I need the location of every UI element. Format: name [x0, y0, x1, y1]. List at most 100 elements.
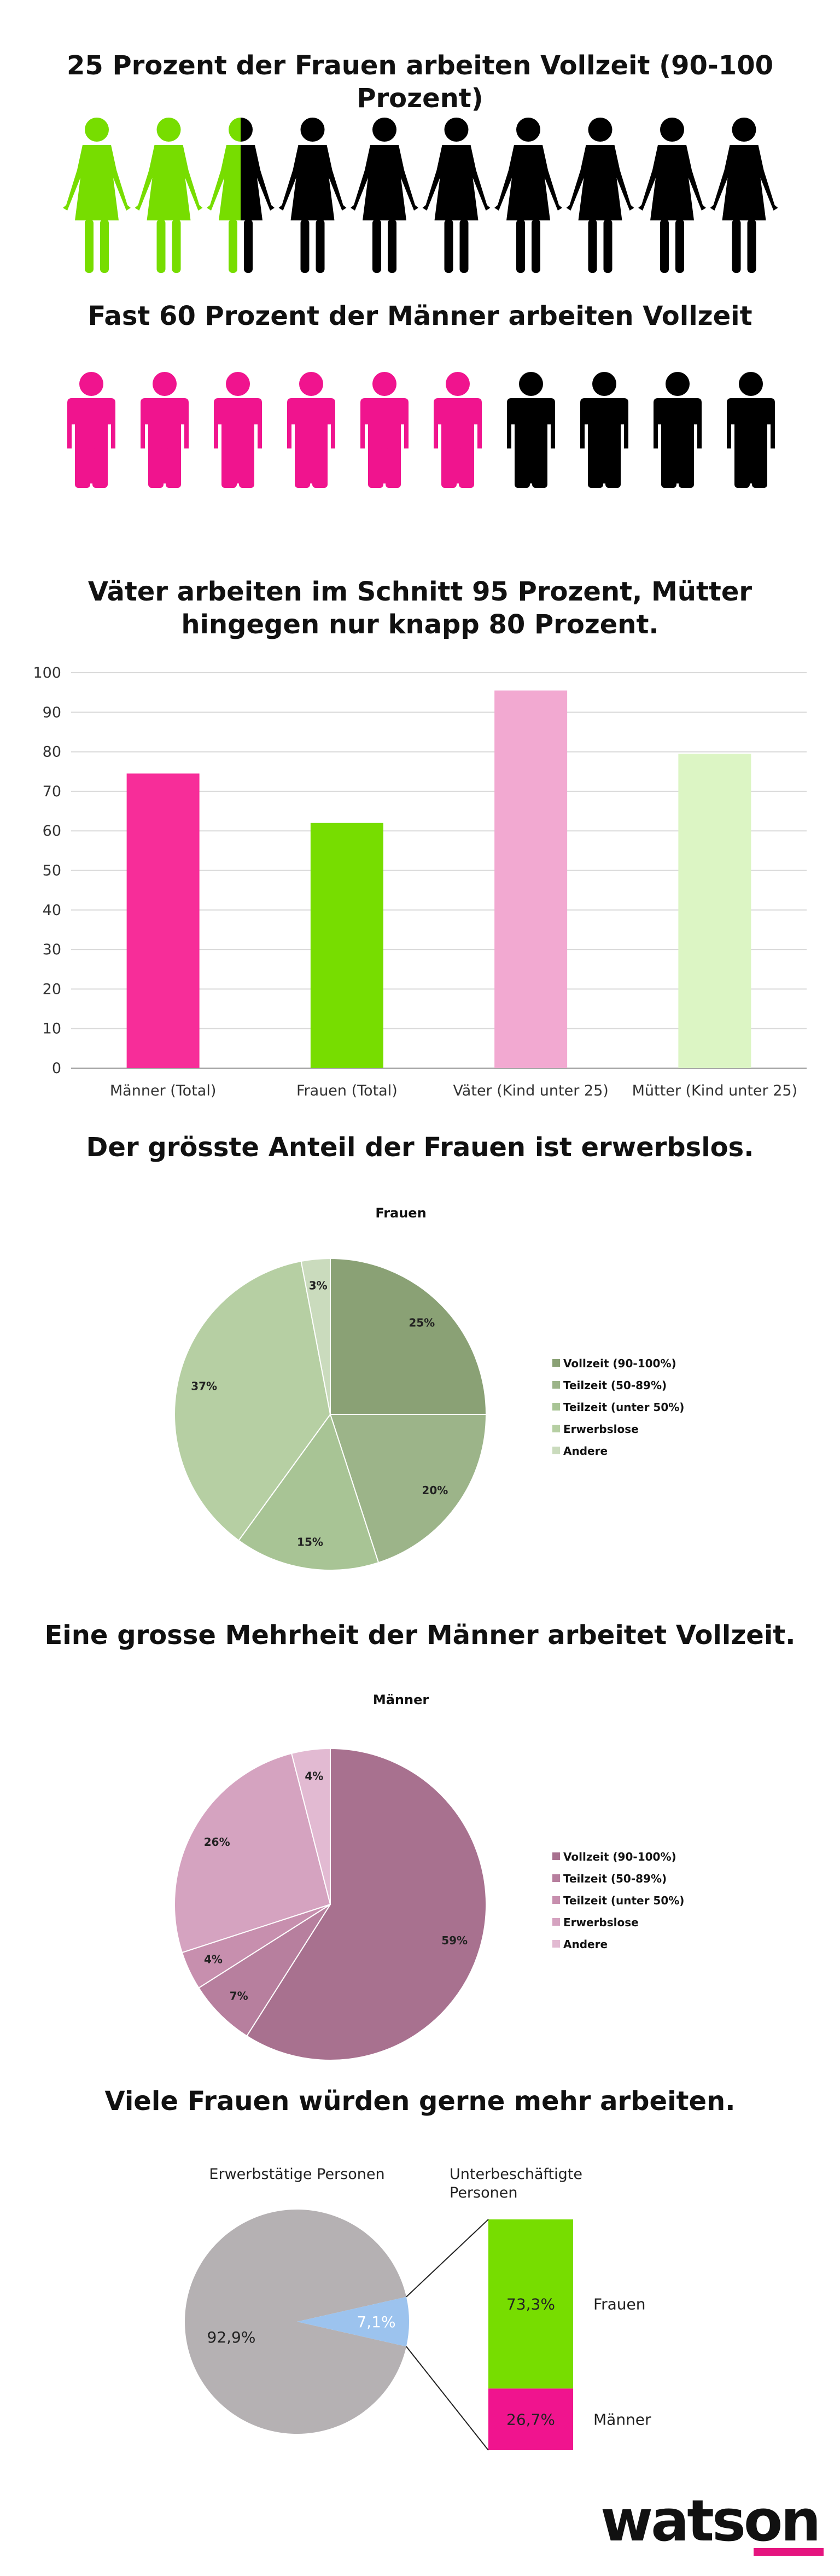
woman-icon: [422, 118, 491, 273]
y-tick-label: 50: [43, 862, 61, 879]
pie-slice: [246, 1747, 487, 2061]
legend-label: Vollzeit (90-100%): [563, 1850, 676, 1863]
man-icon: [580, 372, 628, 488]
x-category-label: Frauen (Total): [296, 1082, 398, 1099]
pie-value-label: 25%: [409, 1316, 435, 1330]
stacked-bar-segment: [488, 2219, 573, 2389]
pie-slice: [174, 1260, 331, 1541]
pie-slice: [185, 2210, 406, 2434]
pie-value-label: 4%: [305, 1769, 323, 1782]
x-category-label: Mütter (Kind unter 25): [632, 1082, 797, 1099]
legend-swatch: [552, 1447, 560, 1454]
woman-icon: [710, 118, 778, 273]
men-pie-headline: Eine grosse Mehrheit der Männer arbeitet…: [44, 1620, 796, 1651]
men-icons-headline: Fast 60 Prozent der Männer arbeiten Voll…: [88, 301, 752, 331]
legend-label: Teilzeit (50-89%): [563, 1379, 667, 1392]
pie-value-label: 59%: [441, 1934, 468, 1947]
man-icon: [141, 372, 189, 488]
bar: [678, 754, 751, 1068]
legend-label: Teilzeit (unter 50%): [563, 1894, 684, 1907]
man-icon-row: [67, 372, 775, 488]
y-tick-label: 0: [52, 1060, 61, 1077]
pie-value-label: 20%: [422, 1484, 448, 1497]
y-tick-label: 70: [43, 783, 61, 800]
underemployment-headline: Viele Frauen würden gerne mehr arbeiten.: [104, 2086, 736, 2117]
connector-line: [406, 2346, 489, 2451]
bar: [310, 823, 383, 1068]
underemployment-chart: Erwerbstätige Personen 92,9% 7,1% Unterbesc…: [185, 2166, 651, 2451]
bar-chart: 0 10 20 30 40 50 60 70 80 90 100 Männer (Total) Frau…: [33, 665, 807, 1099]
bar: [126, 773, 200, 1068]
y-tick-label: 100: [33, 665, 61, 681]
pie-slice: [329, 1414, 487, 1564]
legend-swatch: [552, 1359, 560, 1367]
legend-label: Erwerbslose: [563, 1423, 639, 1436]
men-pie-chart: Männer 59% 7% 4% 26% 4% Vollzeit (90-100%) Teil…: [174, 1692, 684, 2061]
legend-label: Andere: [563, 1938, 608, 1951]
pie-value-label: 15%: [297, 1536, 323, 1549]
pie-slice: [238, 1413, 380, 1571]
pie-title: Frauen: [375, 1205, 426, 1221]
y-tick-label: 40: [43, 902, 61, 919]
stacked-bar-category: Frauen: [593, 2295, 645, 2313]
women-icons-headline: 25 Prozent der Frauen arbeiten Vollzeit …: [66, 50, 773, 114]
woman-icon: [494, 118, 562, 273]
man-icon: [67, 372, 115, 488]
man-icon: [654, 372, 702, 488]
women-icon-row: [63, 118, 778, 273]
y-tick-label: 60: [43, 823, 61, 840]
pie-slice: [330, 1257, 487, 1415]
legend-swatch: [552, 1852, 560, 1860]
stacked-bar-value: 26,7%: [506, 2411, 555, 2429]
pie-value-label: 37%: [191, 1379, 217, 1392]
man-icon: [287, 372, 335, 488]
man-icon: [434, 372, 482, 488]
legend-label: Teilzeit (50-89%): [563, 1872, 667, 1885]
legend-swatch: [552, 1940, 560, 1948]
pie-value-label: 4%: [204, 1953, 223, 1966]
stacked-bar-category: Männer: [593, 2411, 651, 2429]
stacked-bar-title: Personen: [450, 2184, 517, 2201]
man-icon: [507, 372, 555, 488]
man-icon: [214, 372, 262, 488]
legend-label: Erwerbslose: [563, 1916, 639, 1929]
y-tick-label: 90: [43, 704, 61, 721]
bar: [494, 690, 568, 1068]
woman-icon: [351, 118, 418, 273]
pie-value-label: 26%: [204, 1835, 230, 1849]
woman-icon: [278, 118, 347, 273]
pie-slice: [174, 1752, 331, 1954]
watson-logo: watson: [600, 2487, 824, 2556]
pie-title: Männer: [373, 1692, 429, 1707]
bar-chart-headline: Väter arbeiten im Schnitt 95 Prozent, Mü…: [88, 576, 752, 640]
pie-slice: [300, 1257, 331, 1415]
legend-label: Andere: [563, 1444, 608, 1458]
woman-icon: [566, 118, 634, 273]
pie-slice: [297, 2297, 409, 2347]
woman-icon: [207, 118, 275, 273]
legend-swatch: [552, 1403, 560, 1411]
y-tick-label: 80: [43, 744, 61, 761]
watson-logo-underline: [754, 2548, 824, 2556]
pie-value-label: 7,1%: [357, 2313, 395, 2331]
pie-slice: [197, 1904, 331, 2037]
stacked-bar-title: Unterbeschäftigte: [450, 2166, 582, 2183]
woman-icon: [63, 118, 131, 273]
legend-swatch: [552, 1874, 560, 1882]
x-category-label: Männer (Total): [110, 1082, 216, 1099]
pie-value-label: 92,9%: [207, 2328, 256, 2346]
x-category-label: Väter (Kind unter 25): [453, 1082, 608, 1099]
stacked-bar-value: 73,3%: [506, 2295, 555, 2313]
pie-slice: [290, 1747, 331, 1905]
y-tick-label: 20: [43, 981, 61, 998]
employed-pie-title: Erwerbstätige Personen: [209, 2166, 384, 2183]
watson-logo-text: watson: [600, 2487, 819, 2554]
legend-label: Vollzeit (90-100%): [563, 1357, 676, 1370]
woman-icon: [135, 118, 203, 273]
pie-value-label: 3%: [309, 1279, 328, 1292]
women-pie-headline: Der grösste Anteil der Frauen ist erwerb…: [86, 1132, 754, 1163]
man-icon: [360, 372, 409, 488]
legend-swatch: [552, 1918, 560, 1926]
pie-value-label: 7%: [230, 1989, 248, 2002]
